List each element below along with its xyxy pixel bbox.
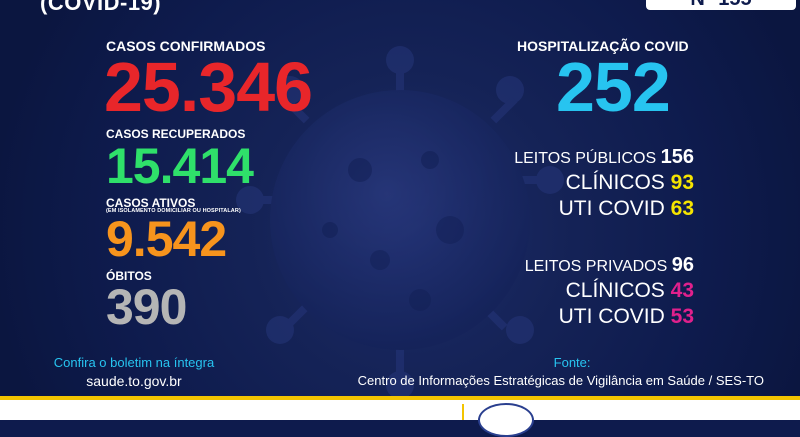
confirmed-label: CASOS CONFIRMADOS: [106, 38, 266, 54]
source-text: Centro de Informações Estratégicas de Vi…: [357, 373, 764, 388]
private-icu-label: UTI COVID: [558, 305, 665, 328]
government-seal: [478, 403, 534, 437]
public-icu-label: UTI COVID: [558, 197, 665, 220]
bulletin-link-block: Confira o boletim na íntegra saude.to.go…: [48, 354, 220, 390]
bulletin-number-badge: N° 155: [646, 0, 796, 10]
private-clinical-label: CLÍNICOS: [565, 279, 665, 302]
bulletin-link[interactable]: saude.to.gov.br: [86, 373, 182, 389]
private-beds-row: LEITOS PRIVADOS 96: [525, 255, 694, 275]
active-label: CASOS ATIVOS: [106, 196, 196, 210]
confirmed-value: 25.346: [104, 48, 313, 126]
coronavirus-illustration: [236, 46, 564, 399]
footer-white-band: [0, 400, 800, 420]
public-clinical-label: CLÍNICOS: [565, 171, 665, 194]
hospitalization-value: 252: [556, 48, 671, 126]
footer-stripe-yellow: [0, 396, 800, 400]
recovered-value: 15.414: [106, 138, 254, 194]
public-beds-value: 156: [660, 146, 694, 168]
active-sublabel: (EM ISOLAMENTO DOMICILIAR OU HOSPITALAR): [106, 208, 241, 214]
hospitalization-label: HOSPITALIZAÇÃO COVID: [517, 38, 689, 54]
deaths-value: 390: [106, 279, 187, 335]
public-beds-row: LEITOS PÚBLICOS 156: [514, 147, 694, 167]
deaths-label: ÓBITOS: [106, 269, 152, 283]
public-clinical-row: CLÍNICOS 93: [566, 172, 694, 193]
private-beds-value: 96: [671, 254, 694, 276]
bulletin-number: N° 155: [646, 0, 796, 9]
recovered-label: CASOS RECUPERADOS: [106, 127, 246, 141]
source-caption: Fonte:: [553, 355, 591, 370]
private-clinical-value: 43: [670, 279, 694, 302]
logo-divider: [462, 404, 464, 420]
source-block: Fonte: Centro de Informações Estratégica…: [358, 354, 764, 390]
private-beds-label: LEITOS PRIVADOS: [524, 258, 668, 275]
private-icu-row: UTI COVID 53: [559, 306, 694, 327]
public-icu-row: UTI COVID 63: [559, 198, 694, 219]
header-title: (COVID-19): [40, 0, 162, 15]
active-value: 9.542: [106, 211, 227, 267]
private-icu-value: 53: [670, 305, 694, 328]
public-beds-label: LEITOS PÚBLICOS: [514, 150, 657, 167]
bulletin-link-caption: Confira o boletim na íntegra: [53, 355, 215, 370]
private-clinical-row: CLÍNICOS 43: [566, 280, 694, 301]
public-clinical-value: 93: [670, 171, 694, 194]
public-icu-value: 63: [670, 197, 694, 220]
